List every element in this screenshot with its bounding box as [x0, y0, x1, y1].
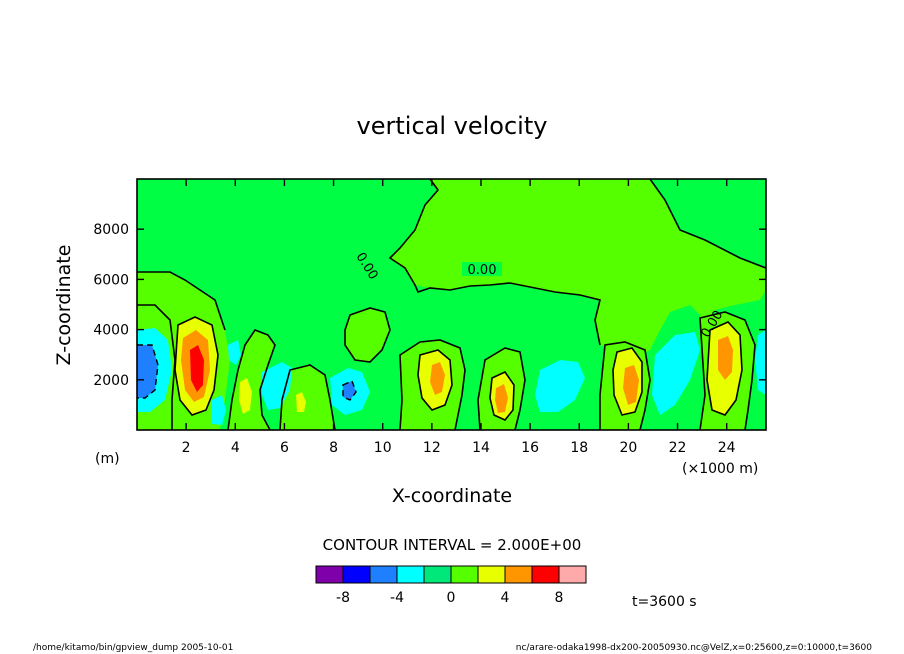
- zero-contour-24: [699, 311, 756, 431]
- light-green-region-mid1: [228, 330, 275, 430]
- blue-region-left: [137, 345, 158, 398]
- zero-contour-left-mid: [137, 304, 176, 430]
- negative-regions: [137, 328, 766, 425]
- y-tick-label: 8000: [93, 222, 129, 238]
- zero-contour-15: [477, 347, 526, 431]
- colorbar-tick-label: 0: [447, 590, 456, 606]
- orange-core-24: [718, 336, 733, 380]
- footer-left: /home/kitamo/bin/gpview_dump 2005-10-01: [33, 643, 233, 653]
- blue-region-9: [343, 381, 356, 400]
- x-tick-label: 20: [619, 440, 637, 456]
- x-axis: 2 4 6 8 10 12 14 16 18 20 22 24: [182, 179, 736, 456]
- x-tick-label: 4: [231, 440, 240, 456]
- zero-contour-center-blob: [344, 307, 391, 363]
- colorbar-swatch: [504, 565, 533, 584]
- y-tick-label: 4000: [93, 323, 129, 339]
- zero-contour-top: [388, 178, 601, 346]
- x-tick-label: 6: [280, 440, 289, 456]
- cyan-region-6: [262, 362, 292, 410]
- colorbar-swatch: [315, 565, 344, 584]
- contour-lines-mid: [279, 364, 336, 431]
- colorbar-swatch: [477, 565, 506, 584]
- contour-lines: [137, 178, 767, 431]
- zero-contour-right-top: [649, 178, 767, 269]
- contour-interval-text: CONTOUR INTERVAL = 2.000E+00: [323, 536, 582, 554]
- contour-core-12: [417, 349, 453, 411]
- dashed-contour-left: [137, 344, 159, 399]
- time-label: t=3600 s: [632, 594, 697, 610]
- light-green-region-top: [137, 179, 766, 360]
- colorbar-tick-label: -4: [390, 590, 404, 606]
- plot-frame: [136, 178, 767, 431]
- y-tick-label: 2000: [93, 373, 129, 389]
- footer-right: nc/arare-odaka1998-dx200-20050930.nc@Vel…: [516, 643, 873, 653]
- contour-label-1: 0.00: [468, 263, 497, 278]
- colorbar-tick-label: 8: [555, 590, 564, 606]
- colorbar-swatch: [558, 565, 587, 584]
- positive-cores: [175, 317, 742, 420]
- y-axis-title: Z-coordinate: [53, 245, 75, 366]
- colorbar-swatch: [423, 565, 452, 584]
- contour-core-15: [489, 370, 515, 421]
- y-unit-label: (m): [95, 451, 120, 467]
- colorbar: -8 -4 0 4 8: [315, 565, 587, 606]
- x-unit-label: (×1000 m): [682, 461, 758, 477]
- zero-contour-20: [599, 341, 651, 431]
- orange-core-20: [623, 365, 639, 405]
- y-axis: 2000 4000 6000 8000: [93, 222, 766, 389]
- cyan-region-right: [755, 330, 766, 395]
- x-tick-label: 22: [669, 440, 687, 456]
- x-tick-label: 8: [329, 440, 338, 456]
- zero-contour-upper: [137, 271, 226, 331]
- yellow-core-5: [239, 378, 252, 414]
- x-tick-label: 24: [718, 440, 736, 456]
- red-core-2: [190, 345, 204, 392]
- light-green-region-center: [345, 308, 390, 362]
- cyan-region-3: [212, 395, 226, 425]
- x-axis-title: X-coordinate: [392, 485, 512, 507]
- zero-contour-12: [399, 339, 466, 431]
- colorbar-swatch: [531, 565, 560, 584]
- contour-core-20: [612, 347, 643, 416]
- yellow-core-7: [296, 392, 306, 412]
- contour-lines-left: [227, 329, 276, 431]
- x-tick-label: 2: [182, 440, 191, 456]
- chart-title: vertical velocity: [357, 112, 548, 140]
- colorbar-swatch: [342, 565, 371, 584]
- x-tick-label: 18: [570, 440, 588, 456]
- cyan-region-21: [652, 332, 700, 415]
- colorbar-tick-label: -8: [336, 590, 350, 606]
- x-tick-label: 14: [472, 440, 490, 456]
- x-tick-label: 16: [521, 440, 539, 456]
- orange-core-15: [495, 384, 508, 413]
- x-tick-label: 12: [423, 440, 441, 456]
- x-tick-label: 10: [374, 440, 392, 456]
- y-tick-label: 6000: [93, 272, 129, 288]
- colorbar-swatch: [396, 565, 425, 584]
- orange-core-12: [430, 362, 445, 395]
- colorbar-swatch: [369, 565, 398, 584]
- cyan-region-17: [535, 360, 585, 412]
- contour-core-24: [706, 321, 743, 416]
- plot-area: 0.00 0.00 0.00: [136, 178, 767, 431]
- colorbar-swatch: [450, 565, 479, 584]
- dashed-contour-9: [342, 380, 357, 401]
- colorbar-tick-label: 4: [501, 590, 510, 606]
- contour-core-2: [174, 316, 219, 416]
- cyan-region-35: [228, 340, 241, 365]
- light-green-region-mid2: [280, 365, 335, 430]
